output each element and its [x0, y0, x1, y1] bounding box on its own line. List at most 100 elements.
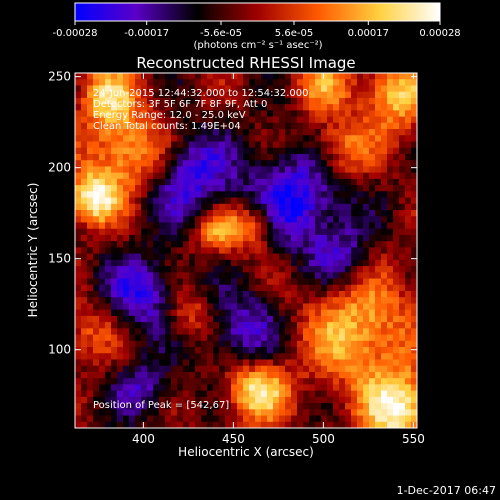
heatmap-cell: [225, 153, 232, 161]
heatmap-cell: [339, 359, 346, 367]
heatmap-cell: [189, 73, 196, 80]
heatmap-cell: [297, 290, 304, 298]
heatmap-cell: [333, 284, 340, 292]
heatmap-cell: [93, 378, 100, 385]
heatmap-cell: [237, 216, 244, 223]
heatmap-cell: [99, 241, 106, 248]
heatmap-cell: [201, 297, 208, 304]
heatmap-cell: [399, 253, 406, 261]
heatmap-cell: [357, 322, 364, 329]
heatmap-cell: [147, 147, 154, 155]
heatmap-cell: [81, 135, 88, 142]
heatmap-cell: [393, 353, 400, 360]
heatmap-cell: [213, 266, 220, 273]
heatmap-cell: [297, 359, 304, 367]
heatmap-cell: [297, 278, 304, 286]
heatmap-cell: [159, 110, 166, 117]
heatmap-cell: [399, 166, 406, 174]
heatmap-cell: [75, 216, 82, 223]
heatmap-cell: [405, 147, 412, 155]
heatmap-cell: [225, 415, 232, 423]
heatmap-cell: [177, 129, 184, 136]
heatmap-cell: [369, 79, 376, 86]
heatmap-cell: [201, 160, 208, 167]
heatmap-cell: [129, 110, 136, 117]
heatmap-cell: [405, 303, 412, 311]
heatmap-cell: [393, 359, 400, 367]
heatmap-cell: [195, 297, 202, 304]
heatmap-cell: [99, 122, 106, 130]
heatmap-cell: [321, 129, 328, 136]
heatmap-cell: [105, 353, 112, 360]
heatmap-cell: [105, 309, 112, 317]
heatmap-cell: [363, 222, 370, 230]
heatmap-cell: [285, 347, 292, 354]
heatmap-cell: [147, 222, 154, 230]
heatmap-cell: [243, 290, 250, 298]
heatmap-cell: [411, 365, 417, 373]
heatmap-cell: [99, 353, 106, 360]
heatmap-cell: [207, 135, 214, 142]
heatmap-cell: [303, 197, 310, 205]
heatmap-cell: [183, 203, 190, 211]
heatmap-cell: [309, 328, 316, 335]
heatmap-cell: [195, 79, 202, 86]
heatmap-cell: [285, 409, 292, 416]
heatmap-cell: [255, 290, 262, 298]
heatmap-cell: [387, 141, 394, 149]
heatmap-cell: [327, 91, 334, 99]
heatmap-cell: [411, 166, 417, 174]
heatmap-cell: [225, 241, 232, 248]
heatmap-cell: [237, 135, 244, 142]
heatmap-cell: [123, 234, 130, 242]
heatmap-cell: [345, 322, 352, 329]
heatmap-cell: [411, 122, 417, 130]
heatmap-cell: [399, 421, 406, 428]
heatmap-cell: [351, 203, 358, 211]
heatmap-cell: [201, 278, 208, 286]
heatmap-cell: [93, 297, 100, 304]
heatmap-cell: [405, 353, 412, 360]
heatmap-cell: [357, 153, 364, 161]
heatmap-cell: [303, 116, 310, 124]
heatmap-cell: [255, 266, 262, 273]
heatmap-cell: [99, 409, 106, 416]
heatmap-cell: [129, 234, 136, 242]
heatmap-cell: [159, 97, 166, 105]
heatmap-cell: [309, 153, 316, 161]
heatmap-cell: [387, 85, 394, 93]
heatmap-cell: [345, 222, 352, 230]
heatmap-cell: [159, 278, 166, 286]
heatmap-cell: [369, 210, 376, 217]
heatmap-cell: [279, 378, 286, 385]
heatmap-cell: [333, 172, 340, 180]
heatmap-cell: [87, 284, 94, 292]
heatmap-cell: [333, 166, 340, 174]
heatmap-cell: [375, 266, 382, 273]
heatmap-cell: [87, 141, 94, 149]
heatmap-cell: [87, 297, 94, 304]
heatmap-cell: [357, 371, 364, 379]
heatmap-cell: [117, 110, 124, 117]
heatmap-cell: [129, 141, 136, 149]
heatmap-cell: [327, 141, 334, 149]
heatmap-cell: [219, 104, 226, 111]
heatmap-cell: [129, 403, 136, 410]
heatmap-cell: [333, 259, 340, 267]
heatmap-cell: [363, 415, 370, 423]
heatmap-cell: [387, 365, 394, 373]
heatmap-cell: [75, 97, 82, 105]
heatmap-cell: [339, 178, 346, 186]
heatmap-cell: [195, 340, 202, 348]
heatmap-cell: [321, 172, 328, 180]
heatmap-cell: [219, 371, 226, 379]
heatmap-cell: [411, 403, 417, 410]
heatmap-cell: [297, 85, 304, 93]
heatmap-cell: [105, 191, 112, 198]
heatmap-cell: [195, 253, 202, 261]
heatmap-cell: [381, 178, 388, 186]
heatmap-cell: [297, 421, 304, 428]
heatmap-cell: [129, 371, 136, 379]
footer-date: 1-Dec-2017 06:47: [397, 484, 496, 497]
heatmap-cell: [219, 234, 226, 242]
